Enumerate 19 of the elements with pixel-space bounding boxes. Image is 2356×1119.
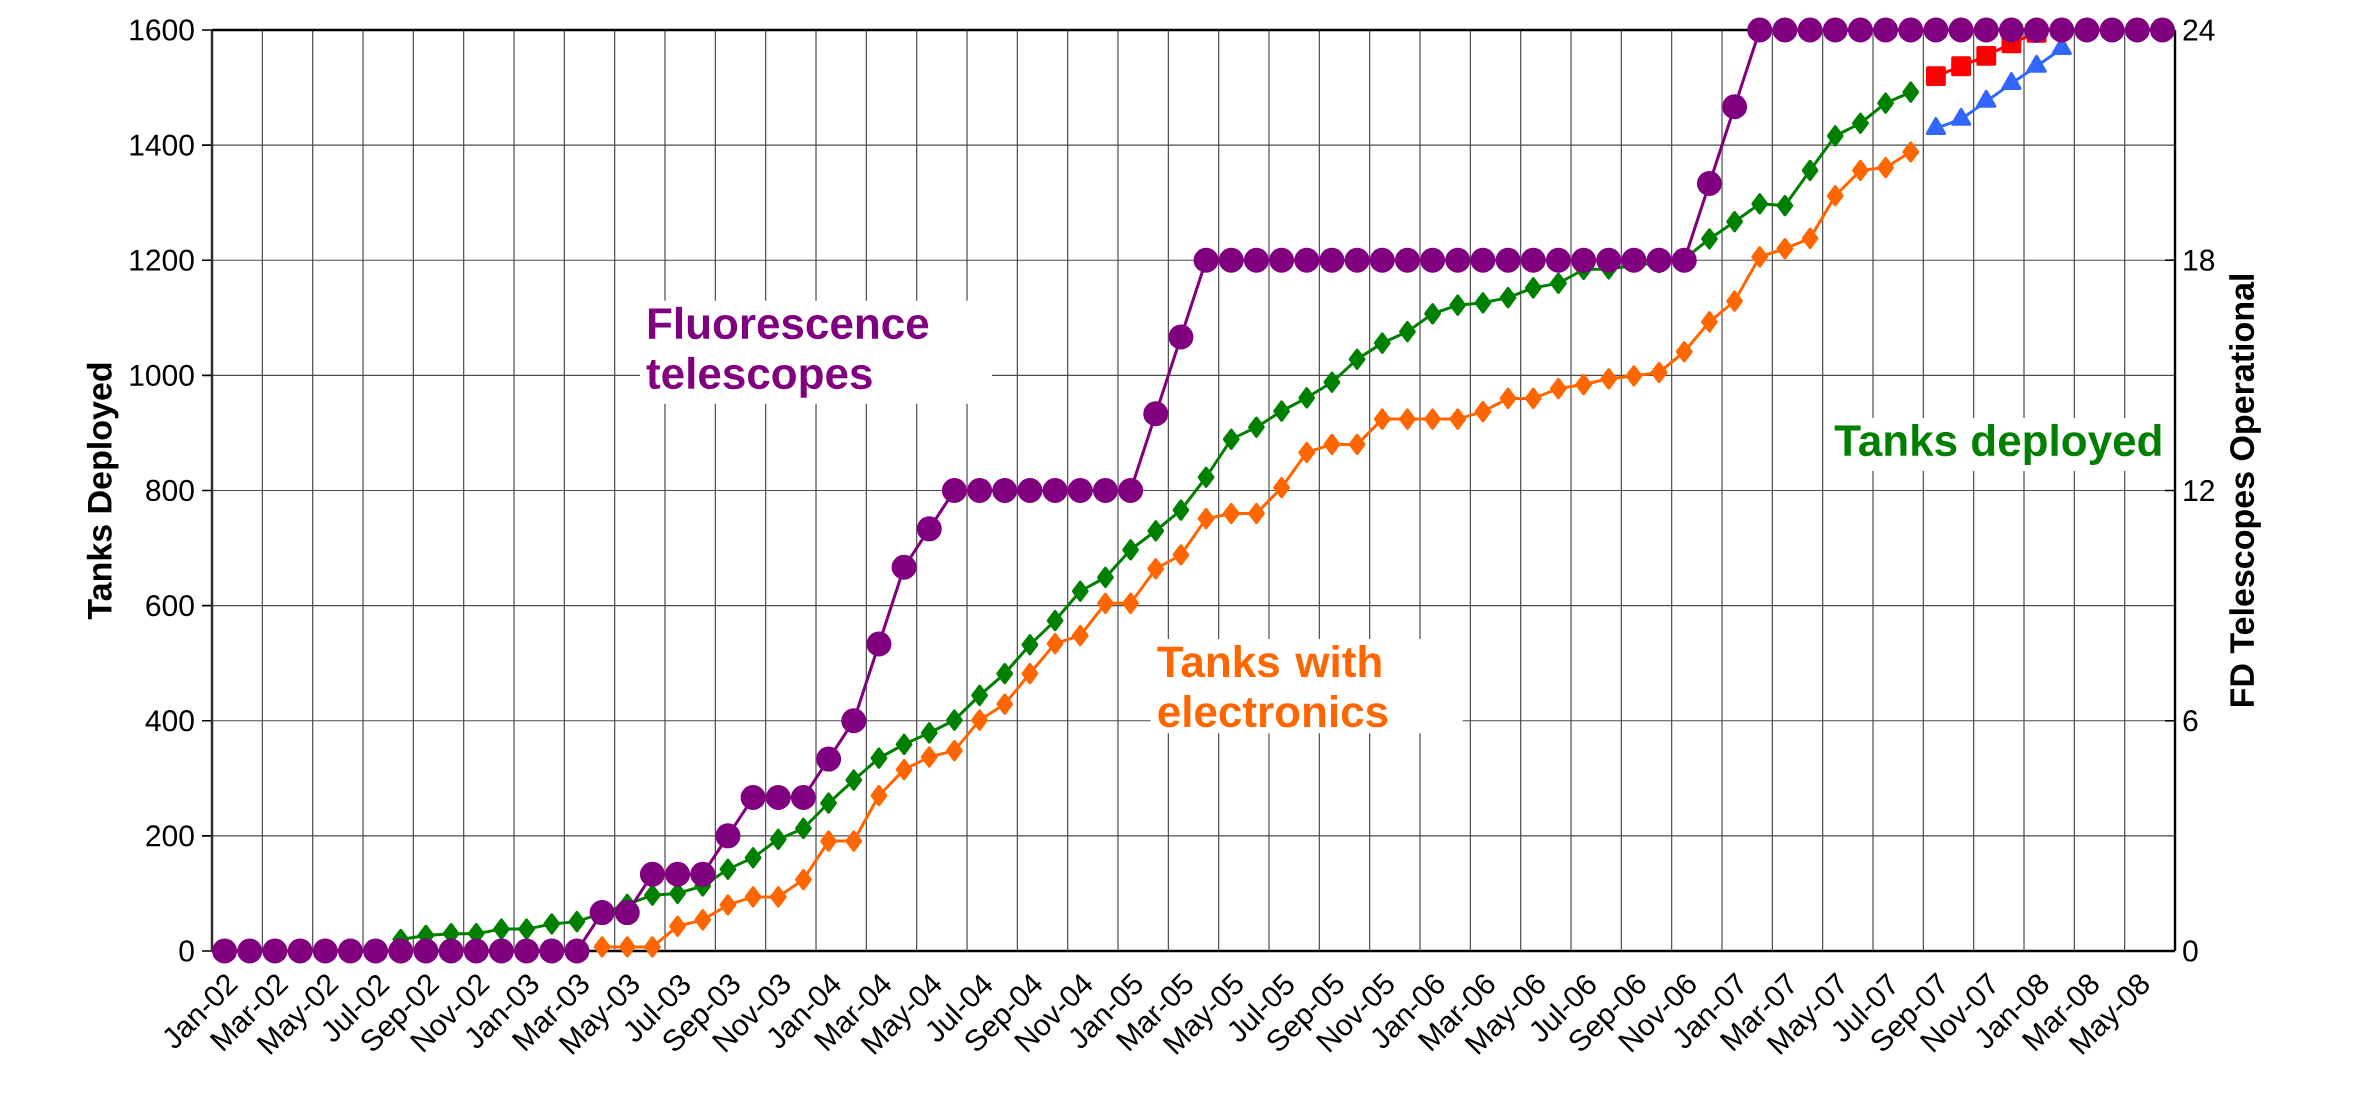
text: Tanks deployed (1834, 423, 2161, 465)
y2-tick-label: 18 (2184, 249, 2215, 271)
y2-tick-label: 24 (2183, 19, 2215, 41)
y-tick-label: 1000 (130, 364, 194, 386)
series-label: Tanks with electronics (1157, 645, 1388, 728)
y-tick-label: 1400 (130, 134, 194, 156)
y-tick-label: 1200 (130, 249, 194, 271)
y2-axis-title: FD Telescopes Operational (2229, 275, 2261, 707)
y2-tick-label: 0 (2183, 940, 2198, 962)
y-tick-label: 0 (179, 940, 194, 962)
series-label: Fluorescence telescopes (646, 306, 929, 398)
y-tick-label: 800 (146, 479, 194, 502)
y2-tick-label: 6 (2183, 710, 2198, 732)
y-tick-label: 200 (146, 825, 194, 847)
y-tick-label: 400 (145, 710, 194, 732)
y-tick-label: 1600 (130, 19, 194, 41)
y2-tick-label: 12 (2184, 480, 2214, 501)
y-tick-label: 600 (146, 594, 194, 617)
y-axis-title: Tanks Deployed (86, 363, 119, 620)
